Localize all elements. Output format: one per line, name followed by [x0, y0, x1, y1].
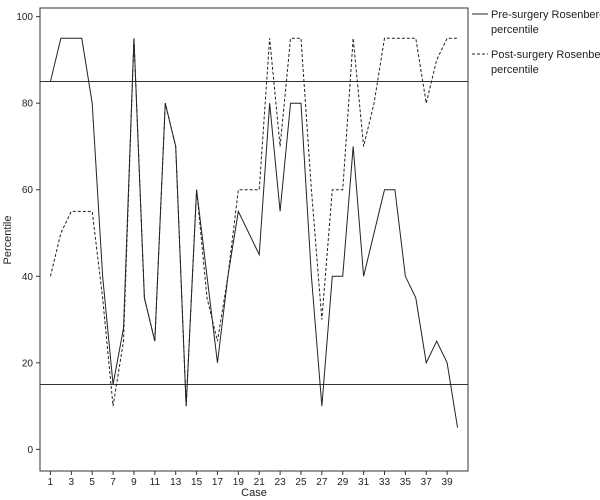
x-tick-label: 15	[191, 477, 203, 488]
x-tick-label: 25	[295, 477, 307, 488]
series-line-pre-surgery	[49, 37, 459, 428]
legend: Pre-surgery Rosenberg percentile Post-su…	[472, 9, 600, 76]
x-tick-label: 39	[442, 477, 454, 488]
y-tick-label: 60	[22, 185, 34, 196]
x-tick-label: 7	[110, 477, 116, 488]
legend-label-post-line2: percentile	[491, 64, 539, 76]
y-axis-title: Percentile	[2, 216, 14, 265]
reference-lines	[40, 81, 468, 385]
x-tick-label: 1	[48, 477, 54, 488]
series-line-post-surgery	[49, 37, 458, 407]
y-axis: 0 20 40 60 80 100	[16, 12, 40, 456]
legend-label-pre-line2: percentile	[491, 24, 539, 36]
x-tick-label: 23	[275, 477, 287, 488]
x-tick-label: 21	[254, 477, 266, 488]
y-tick-label: 20	[22, 358, 34, 369]
series-lines	[49, 37, 459, 428]
y-tick-label: 80	[22, 99, 34, 110]
x-tick-label: 27	[316, 477, 328, 488]
x-tick-label: 9	[131, 477, 137, 488]
x-tick-label: 11	[150, 477, 161, 488]
x-tick-label: 3	[69, 477, 75, 488]
x-axis: 1 3 5 7 9 11 13 15 17 19 21 23 25 27 29 31 33 35 37 39	[48, 471, 453, 488]
y-tick-label: 0	[27, 445, 33, 456]
y-tick-label: 40	[22, 272, 34, 283]
x-tick-label: 35	[400, 477, 412, 488]
y-tick-label: 100	[16, 12, 33, 23]
x-axis-title: Case	[241, 487, 267, 499]
legend-label-pre-line1: Pre-surgery Rosenberg	[491, 9, 600, 21]
legend-label-post-line1: Post-surgery Rosenberg	[491, 49, 600, 61]
x-tick-label: 17	[212, 477, 224, 488]
x-tick-label: 19	[233, 477, 245, 488]
x-tick-label: 37	[421, 477, 433, 488]
plot-frame	[39, 7, 469, 472]
x-tick-label: 13	[170, 477, 182, 488]
x-tick-label: 5	[89, 477, 95, 488]
x-tick-label: 29	[337, 477, 349, 488]
x-tick-label: 33	[379, 477, 391, 488]
x-tick-label: 31	[358, 477, 370, 488]
